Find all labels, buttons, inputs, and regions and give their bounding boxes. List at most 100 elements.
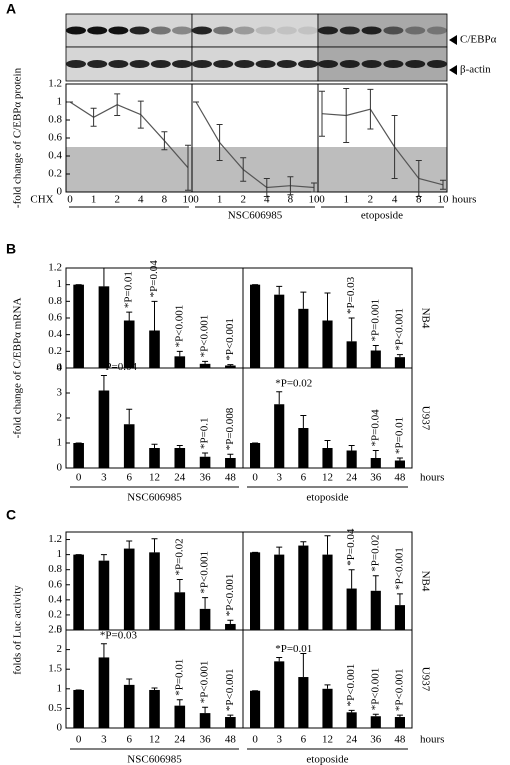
- y-tick-label: 1: [57, 96, 63, 108]
- error-bar: [227, 714, 234, 718]
- error-bar: [202, 360, 209, 364]
- error-bar: [319, 90, 325, 137]
- blot-band: [150, 26, 171, 35]
- blot-band: [234, 60, 255, 68]
- annotation: *P=0.02: [369, 535, 381, 572]
- bar: [346, 588, 357, 630]
- x-tick-label: 48: [225, 472, 237, 484]
- annotation: *P=0.008: [224, 407, 236, 450]
- x-tick-label: 0: [252, 734, 258, 746]
- annotation: *P<0.001: [393, 547, 405, 590]
- x-tick-label: 2: [240, 194, 246, 206]
- y-tick-label: 1.5: [48, 663, 62, 675]
- annotation: *P=0.02: [173, 538, 185, 575]
- x-tick-label: 36: [370, 734, 382, 746]
- annotation: *P=0.03: [345, 276, 357, 314]
- x-tick-label: 6: [301, 472, 307, 484]
- error-bar: [100, 643, 107, 658]
- y-tick-label: 1.2: [48, 533, 62, 545]
- error-bar: [396, 457, 403, 461]
- error-bar: [216, 124, 223, 161]
- bar: [123, 320, 135, 368]
- error-bar: [176, 578, 183, 593]
- error-bar: [300, 653, 307, 678]
- error-bar: [396, 354, 403, 358]
- bar: [274, 661, 285, 728]
- error-bar: [324, 292, 331, 321]
- x-tick-label: 0: [76, 472, 82, 484]
- x-tick-label: 48: [394, 734, 406, 746]
- bar: [370, 350, 381, 368]
- panel-label: B: [6, 241, 16, 257]
- blot-band: [66, 26, 86, 35]
- blot-band: [339, 60, 360, 68]
- group-label: etoposide: [306, 754, 348, 765]
- x-tick-label: 48: [225, 734, 237, 746]
- x-tick-label: 3: [101, 472, 107, 484]
- bar: [199, 608, 211, 630]
- error-bar: [348, 445, 355, 451]
- error-bar: [300, 291, 307, 309]
- blot-background: [65, 46, 193, 82]
- annotation: *P=0.1: [199, 417, 211, 449]
- error-bar: [151, 687, 158, 690]
- blot-band: [298, 26, 318, 35]
- y-tick-label: 1.2: [48, 78, 62, 90]
- y-tick-label: 0: [57, 722, 63, 734]
- x-tick-label: 1: [217, 194, 223, 206]
- error-bar: [161, 131, 168, 151]
- y-tick-label: 0.6: [48, 132, 62, 144]
- blot-band: [276, 60, 297, 68]
- y-tick-label: 0.2: [48, 345, 62, 357]
- annotation: *P=0.01: [275, 643, 312, 655]
- bar: [98, 560, 110, 630]
- blot-band: [405, 26, 426, 35]
- annotation: *P=0.04: [148, 260, 160, 298]
- error-bar: [202, 597, 209, 609]
- error-bar: [367, 88, 374, 130]
- blot-band: [150, 60, 171, 68]
- x-tick-label: 8: [416, 194, 422, 206]
- bar: [98, 390, 110, 468]
- bar: [149, 689, 160, 728]
- line: [69, 101, 189, 169]
- bar: [346, 341, 357, 368]
- y-tick-label: 0.5: [48, 702, 62, 714]
- bar: [73, 554, 84, 630]
- error-bar: [276, 285, 283, 295]
- annotation: *P=0.01: [123, 271, 135, 308]
- error-bar: [227, 619, 234, 624]
- annotation: *P<0.001: [369, 668, 381, 711]
- y-tick-label: 0: [57, 186, 63, 198]
- x-tick-label: 24: [346, 472, 358, 484]
- blot-band: [129, 60, 150, 68]
- shaded-region: [192, 147, 318, 192]
- bar: [298, 677, 309, 728]
- blot-band: [255, 26, 276, 35]
- bar: [370, 458, 381, 468]
- error-bar: [276, 546, 283, 555]
- group-label: etoposide: [306, 492, 348, 504]
- plot-frame: [317, 83, 448, 193]
- error-bar: [287, 176, 294, 196]
- error-bar: [90, 107, 97, 127]
- x-tick-label: 0: [319, 194, 325, 206]
- y-tick-label: 0.8: [48, 295, 62, 307]
- x-tick-label: 12: [149, 734, 160, 746]
- blot-label: C/EBPα: [460, 34, 497, 46]
- line: [195, 101, 315, 189]
- bar: [123, 684, 135, 728]
- blot-pointer: [449, 65, 457, 75]
- error-bar: [126, 311, 133, 321]
- blot-band: [213, 26, 234, 35]
- x-tick-label: 8: [288, 194, 294, 206]
- annotation: *P=0.04: [100, 361, 138, 373]
- y-tick-label: 1: [57, 682, 63, 694]
- bar: [225, 365, 236, 368]
- error-bar: [126, 678, 133, 685]
- bar: [394, 357, 405, 368]
- x-tick-label: 8: [162, 194, 168, 206]
- bar: [73, 689, 84, 728]
- annotation: *P<0.001: [224, 574, 236, 617]
- error-bar: [276, 656, 283, 662]
